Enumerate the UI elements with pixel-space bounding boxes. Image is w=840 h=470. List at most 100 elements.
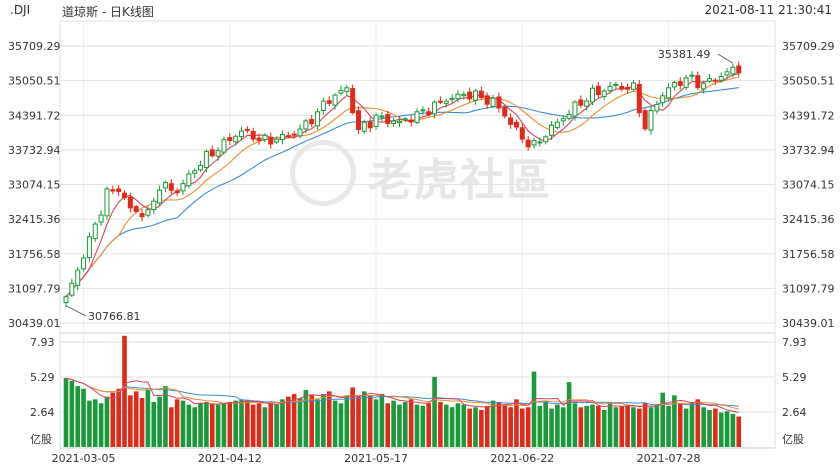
candle-body <box>677 81 683 86</box>
candle-body <box>525 139 531 148</box>
volume-bar <box>718 412 724 447</box>
candle-body <box>560 118 566 122</box>
candle-body <box>309 118 315 125</box>
price-tick-left: 32415.36 <box>8 213 61 226</box>
price-tick-left: 31097.79 <box>8 282 61 295</box>
volume-bar <box>560 407 566 447</box>
volume-bar <box>449 407 455 447</box>
candle-body <box>227 137 233 141</box>
volume-bar <box>379 394 385 447</box>
volume-bar <box>356 396 361 447</box>
candle-body <box>730 66 736 75</box>
candle-body <box>718 76 724 81</box>
candle-body <box>367 121 373 129</box>
candle-body <box>443 100 449 104</box>
candle-body <box>180 183 186 192</box>
volume-tick-left: 7.93 <box>30 336 55 349</box>
candle-body <box>75 269 81 286</box>
price-tick-left: 35709.29 <box>8 40 61 53</box>
volume-bar <box>426 403 431 447</box>
candle-body <box>69 282 75 296</box>
volume-bar <box>145 390 151 447</box>
annotation-leader <box>717 53 734 64</box>
chart-title: 道琼斯 - 日K线图 <box>62 5 154 19</box>
volume-bar <box>215 404 221 447</box>
volume-bar <box>707 409 712 447</box>
candle-body <box>467 91 473 100</box>
volume-bar <box>133 391 139 447</box>
volume-bar <box>443 404 449 447</box>
candle-body <box>239 130 244 137</box>
candle-body <box>613 83 619 86</box>
candle-body <box>701 82 707 90</box>
volume-bar <box>590 404 595 447</box>
volume-bar <box>713 408 718 447</box>
volume-bar <box>455 403 461 447</box>
candle-body <box>426 111 432 116</box>
volume-tick-left: 5.29 <box>30 371 55 384</box>
price-tick-left: 33732.94 <box>8 144 61 157</box>
time-tick-label: 2021-05-17 <box>344 452 408 465</box>
candle-body <box>490 97 496 107</box>
volume-bar <box>227 401 233 447</box>
time-tick-label: 2021-04-12 <box>198 452 262 465</box>
price-tick-right: 35709.29 <box>782 40 835 53</box>
candle-body <box>350 88 356 114</box>
candle-body <box>151 200 157 211</box>
volume-tick-left: 2.64 <box>30 406 55 419</box>
volume-bar <box>467 408 472 447</box>
candle-body <box>402 118 408 121</box>
volume-bar <box>98 403 104 447</box>
candle-body <box>671 82 677 88</box>
volume-bar <box>297 398 303 447</box>
candle-body <box>98 214 104 223</box>
candle-body <box>291 133 297 136</box>
volume-bar <box>268 401 274 447</box>
volume-bar <box>315 399 320 447</box>
volume-bar <box>286 396 291 447</box>
volume-bar <box>666 405 671 447</box>
candle-body <box>162 182 168 189</box>
candle-body <box>572 101 578 117</box>
volume-bar <box>332 400 338 447</box>
volume-bar <box>625 404 630 447</box>
volume-bar <box>420 405 426 447</box>
candle-body <box>630 82 636 90</box>
volume-bar <box>81 388 86 447</box>
price-tick-right: 33732.94 <box>782 144 835 157</box>
volume-bar <box>490 400 496 447</box>
candle-body <box>338 89 344 94</box>
candle-body <box>642 110 648 130</box>
price-tick-left: 31756.58 <box>8 248 61 261</box>
candle-body <box>420 109 426 112</box>
candle-body <box>502 106 508 117</box>
volume-bar <box>92 399 98 447</box>
candle-body <box>595 85 601 96</box>
volume-bar <box>578 407 584 447</box>
volume-bar <box>204 401 209 447</box>
timestamp: 2021-08-11 21:30:41 <box>704 3 832 17</box>
candle-body <box>619 86 625 90</box>
annotation-leader <box>65 305 87 317</box>
candle-body <box>157 189 163 204</box>
candle-body <box>274 138 280 143</box>
volume-bar <box>87 400 92 447</box>
candle-body <box>262 134 268 141</box>
volume-bar <box>648 407 654 447</box>
candle-body <box>736 65 742 74</box>
volume-bar <box>537 405 543 447</box>
candle-body <box>122 192 127 199</box>
volume-unit-right: 亿股 <box>782 433 804 446</box>
volume-bar <box>239 399 244 447</box>
volume-bar <box>508 407 513 447</box>
volume-bar <box>373 399 379 447</box>
volume-bar <box>479 409 484 447</box>
candle-body <box>221 139 227 153</box>
candle-body <box>361 121 367 132</box>
volume-bar <box>601 409 607 447</box>
volume-bar <box>642 403 648 447</box>
volume-bar <box>438 401 443 447</box>
candle-body <box>209 149 215 157</box>
volume-bar <box>525 407 531 447</box>
volume-tick-right: 5.29 <box>782 371 807 384</box>
